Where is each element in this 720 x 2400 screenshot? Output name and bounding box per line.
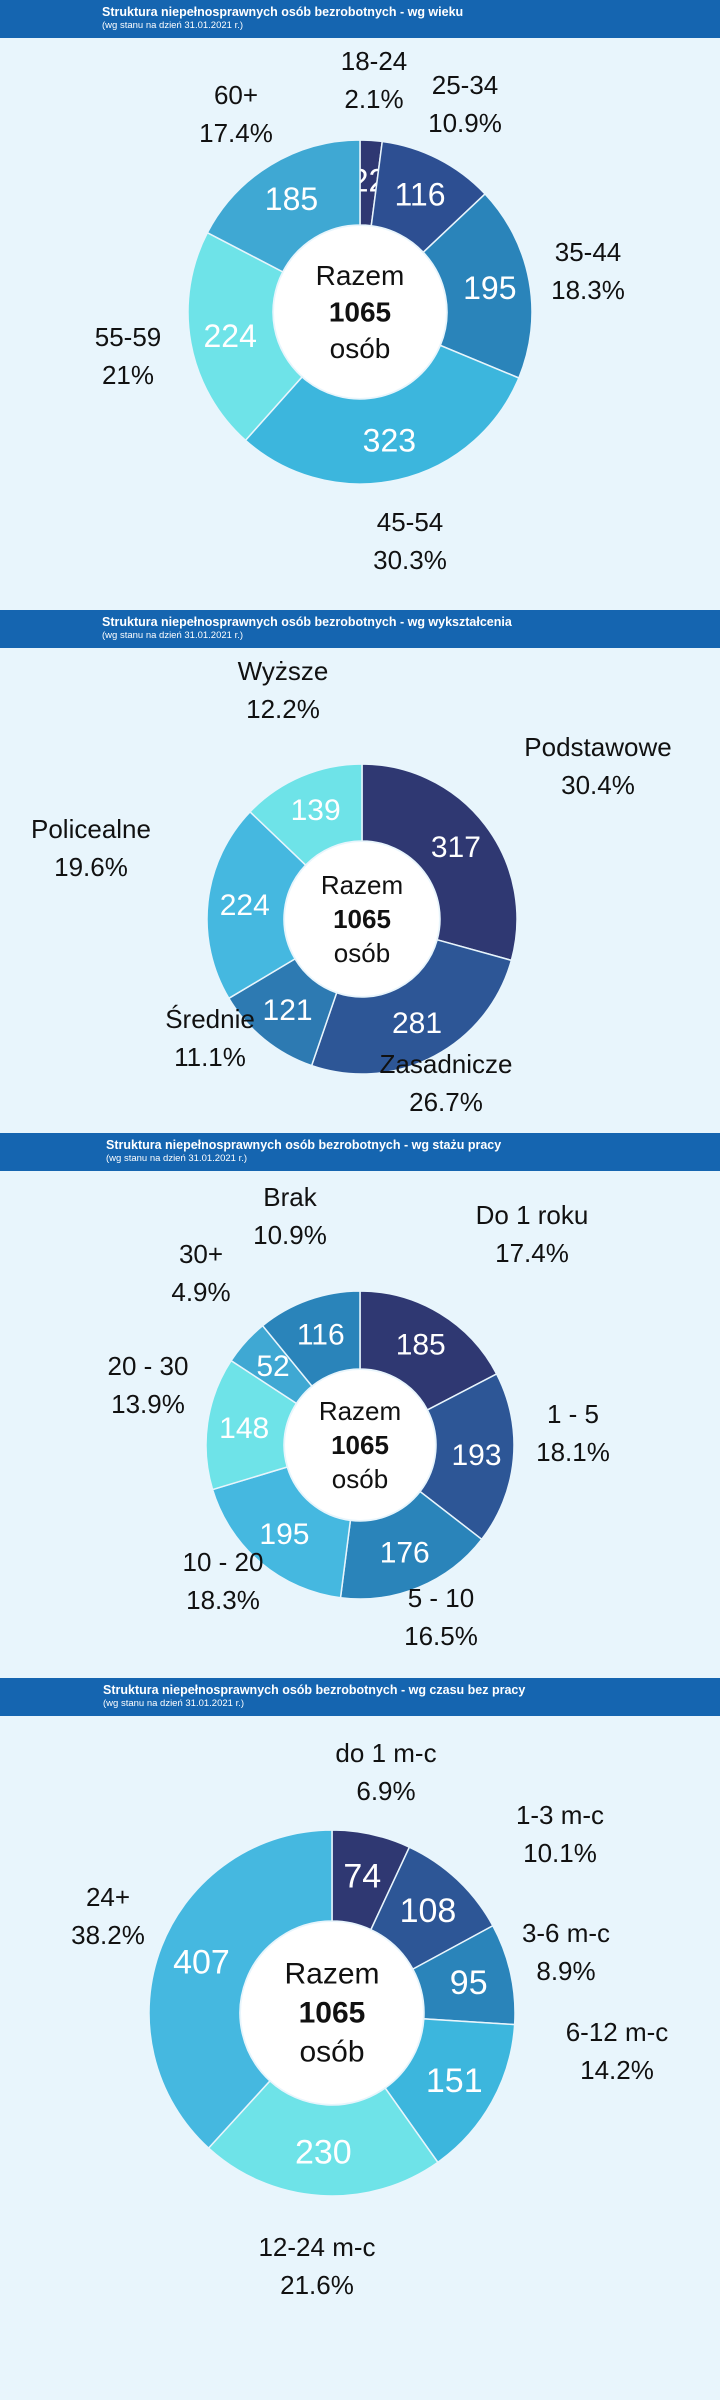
slice-label: 10 - 20 18.3% bbox=[182, 1547, 264, 1615]
chart-title: Struktura niepełnosprawnych osób bezrobo… bbox=[106, 1138, 502, 1152]
slice-value-label: 193 bbox=[451, 1439, 501, 1472]
center-total: 1065 bbox=[299, 1997, 366, 2030]
slice-value-label: 116 bbox=[297, 1318, 345, 1351]
slice-label: 24+ 38.2% bbox=[71, 1882, 145, 1950]
slice-label: 20 - 30 13.9% bbox=[107, 1351, 189, 1419]
center-total: 1065 bbox=[331, 1430, 389, 1460]
slice-label: do 1 m-c 6.9% bbox=[335, 1738, 437, 1806]
donut-slice bbox=[248, 763, 363, 867]
donut-chart-education: 317 281 121 224 139 Razem 1065 osób bbox=[206, 763, 518, 1075]
chart-subtitle: (wg stanu na dzień 31.01.2021 r.) bbox=[106, 1153, 248, 1164]
slice-label: Podstawowe 30.4% bbox=[524, 732, 672, 800]
chart-section-time-without-work: Struktura niepełnosprawnych osób bezrobo… bbox=[0, 1678, 720, 2400]
slice-value-label: 407 bbox=[173, 1943, 230, 1981]
slice-label: 60+ 17.4% bbox=[199, 80, 273, 148]
chart-title: Struktura niepełnosprawnych osób bezrobo… bbox=[103, 1683, 526, 1697]
center-label: Razem bbox=[321, 870, 403, 900]
slice-label: Zasadnicze 26.7% bbox=[379, 1049, 513, 1117]
donut-chart-time-without-work: 74 108 95 151 230 407 Razem 1065 osób bbox=[148, 1829, 516, 2197]
donut-slice bbox=[206, 139, 361, 273]
slice-value-label: 74 bbox=[343, 1857, 381, 1895]
chart-header: Struktura niepełnosprawnych osób bezrobo… bbox=[0, 1133, 720, 1171]
slice-value-label: 230 bbox=[295, 2134, 352, 2172]
center-total: 1065 bbox=[333, 904, 391, 934]
center-label: Razem bbox=[319, 1396, 401, 1426]
chart-subtitle: (wg stanu na dzień 31.01.2021 r.) bbox=[102, 20, 244, 31]
slice-value-label: 116 bbox=[395, 176, 446, 212]
donut-slice bbox=[187, 231, 304, 442]
chart-title: Struktura niepełnosprawnych osób bezrobo… bbox=[102, 615, 512, 629]
chart-title: Struktura niepełnosprawnych osób bezrobo… bbox=[102, 5, 464, 19]
donut-slice bbox=[359, 1290, 498, 1411]
slice-label: 12-24 m-c 21.6% bbox=[258, 2232, 376, 2300]
slice-label: 3-6 m-c 8.9% bbox=[521, 1918, 611, 1986]
center-unit: osób bbox=[334, 938, 390, 968]
slice-label: 1 - 5 18.1% bbox=[536, 1399, 610, 1467]
donut-slice bbox=[422, 192, 533, 379]
donut-center bbox=[285, 1370, 435, 1520]
slice-label: 45-54 30.3% bbox=[373, 507, 447, 575]
donut-slice bbox=[148, 1829, 333, 2150]
donut-slice bbox=[419, 1372, 515, 1541]
chart-subtitle: (wg stanu na dzień 31.01.2021 r.) bbox=[103, 1698, 245, 1709]
slice-label: 35-44 18.3% bbox=[551, 237, 625, 305]
donut-slice bbox=[244, 344, 520, 485]
slice-label: Średnie 11.1% bbox=[165, 1004, 255, 1072]
center-unit: osób bbox=[332, 1464, 388, 1494]
slice-label: 18-24 2.1% bbox=[340, 46, 408, 114]
chart-section-education: Struktura niepełnosprawnych osób bezrobo… bbox=[0, 610, 720, 1133]
donut-slice bbox=[211, 1466, 352, 1599]
slice-value-label: 176 bbox=[380, 1537, 430, 1570]
slice-value-label: 224 bbox=[220, 889, 270, 922]
slice-label: 5 - 10 16.5% bbox=[404, 1583, 478, 1651]
center-unit: osób bbox=[299, 2036, 364, 2069]
slice-label: 6-12 m-c 14.2% bbox=[565, 2017, 669, 2085]
slice-value-label: 317 bbox=[431, 831, 481, 864]
center-label: Razem bbox=[284, 1958, 379, 1991]
slice-value-label: 195 bbox=[463, 270, 516, 306]
donut-slice bbox=[206, 810, 307, 1000]
center-label: Razem bbox=[316, 260, 405, 291]
donut-slice bbox=[261, 1290, 361, 1388]
slice-label: 1-3 m-c 10.1% bbox=[515, 1800, 605, 1868]
center-total: 1065 bbox=[329, 297, 391, 328]
donut-slice bbox=[361, 763, 518, 962]
slice-value-label: 224 bbox=[203, 318, 256, 354]
slice-label: 25-34 10.9% bbox=[428, 70, 502, 138]
chart-subtitle: (wg stanu na dzień 31.01.2021 r.) bbox=[102, 630, 244, 641]
slice-value-label: 151 bbox=[426, 2062, 483, 2100]
slice-label: Do 1 roku 17.4% bbox=[475, 1200, 589, 1268]
slice-value-label: 323 bbox=[363, 423, 416, 459]
chart-section-age: Struktura niepełnosprawnych osób bezrobo… bbox=[0, 0, 720, 610]
donut-slice bbox=[310, 938, 513, 1075]
slice-value-label: 185 bbox=[265, 181, 318, 217]
slice-label: 30+ 4.9% bbox=[171, 1239, 231, 1307]
slice-value-label: 185 bbox=[396, 1328, 446, 1361]
chart-header: Struktura niepełnosprawnych osób bezrobo… bbox=[0, 0, 720, 38]
slice-value-label: 121 bbox=[263, 994, 313, 1027]
chart-header: Struktura niepełnosprawnych osób bezrobo… bbox=[0, 1678, 720, 1716]
chart-section-experience: Struktura niepełnosprawnych osób bezrobo… bbox=[0, 1133, 720, 1678]
donut-center bbox=[241, 1922, 423, 2104]
slice-value-label: 195 bbox=[259, 1518, 309, 1551]
slice-value-label: 148 bbox=[219, 1412, 269, 1445]
slice-label: Brak 10.9% bbox=[253, 1182, 327, 1250]
slice-label: 55-59 21% bbox=[94, 322, 162, 390]
donut-center bbox=[274, 226, 446, 398]
slice-value-label: 281 bbox=[392, 1007, 442, 1040]
slice-label: Wyższe 12.2% bbox=[237, 656, 329, 724]
chart-header: Struktura niepełnosprawnych osób bezrobo… bbox=[0, 610, 720, 648]
donut-slice bbox=[207, 2079, 439, 2197]
slice-value-label: 52 bbox=[256, 1350, 289, 1383]
slice-value-label: 108 bbox=[400, 1892, 457, 1930]
donut-center bbox=[285, 842, 439, 996]
center-unit: osób bbox=[330, 333, 391, 364]
slice-label: Policealne 19.6% bbox=[31, 814, 151, 882]
slice-value-label: 139 bbox=[291, 794, 341, 827]
slice-value-label: 95 bbox=[450, 1964, 488, 2002]
donut-slice bbox=[339, 1490, 483, 1600]
